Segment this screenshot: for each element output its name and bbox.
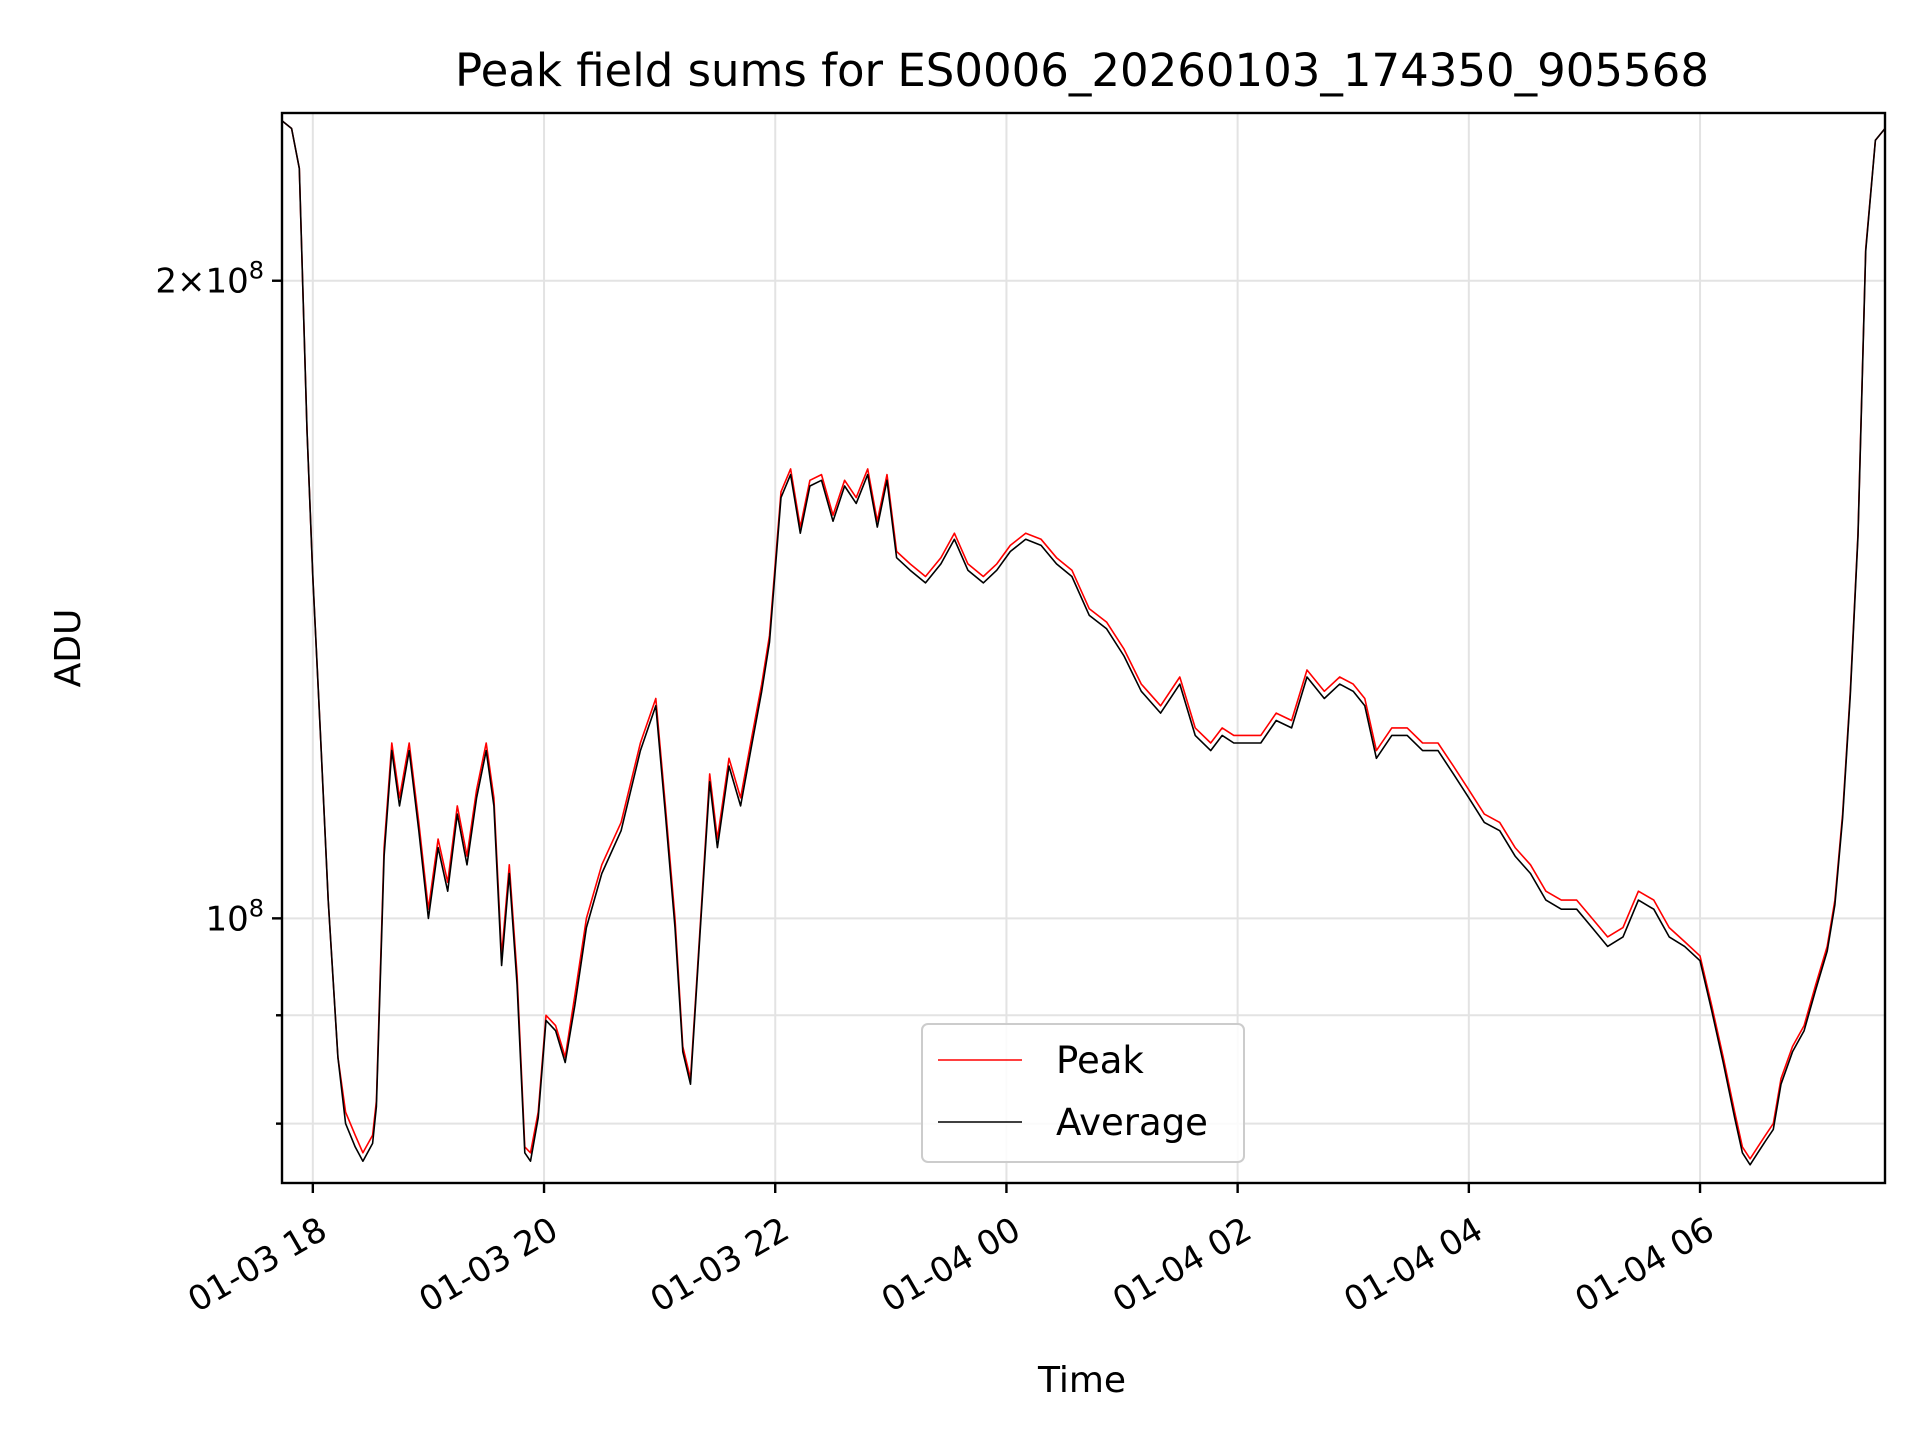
series-line-peak <box>281 120 1886 1160</box>
chart-title: Peak field sums for ES0006_20260103_1743… <box>455 44 1709 97</box>
series-layer <box>281 120 1886 1166</box>
x-axis-label: Time <box>1037 1360 1126 1401</box>
legend-box <box>921 1023 1245 1163</box>
y-tick-label: 2×108 <box>155 257 264 302</box>
legend: Peak Average <box>921 1023 1245 1163</box>
legend-label-peak: Peak <box>1056 1039 1144 1082</box>
y-tick-label: 108 <box>205 894 264 939</box>
series-line-average <box>281 120 1886 1166</box>
y-axis: 108 2×108 <box>155 257 282 1125</box>
legend-label-average: Average <box>1056 1101 1208 1144</box>
plot-frame <box>280 111 1887 1185</box>
y-axis-label: ADU <box>48 609 89 688</box>
